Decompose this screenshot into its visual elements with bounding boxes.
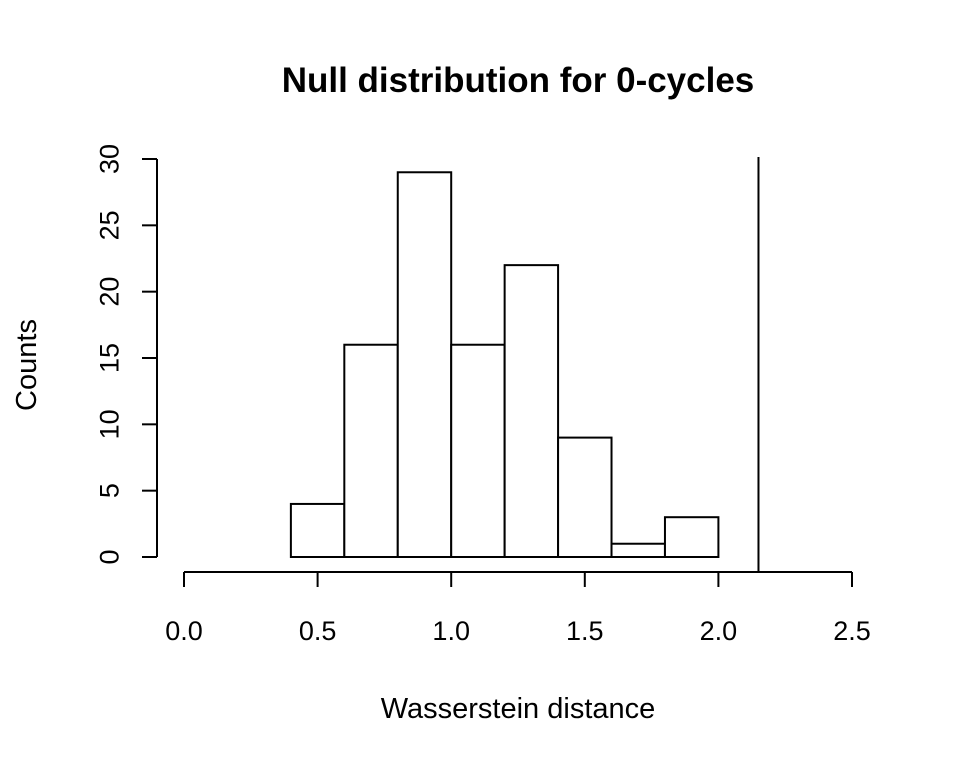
histogram-bar [503,264,560,558]
histogram-bar [343,343,399,558]
y-tick-label: 10 [94,409,124,439]
x-axis: 0.0 0.5 1.0 1.5 2.0 2.5 [165,571,871,646]
histogram-bar [396,171,453,558]
histogram-bar [450,343,506,558]
x-tick-label: 0.0 [165,616,203,646]
y-tick-label: 5 [94,483,124,498]
y-tick-label: 25 [94,210,124,240]
x-tick-label: 0.5 [299,616,337,646]
y-tick-label: 30 [94,144,124,174]
bars-group [289,171,720,559]
x-axis-label: Wasserstein distance [381,693,656,725]
chart-title: Null distribution for 0-cycles [282,61,755,100]
y-axis: 0 5 10 15 20 25 30 [94,144,158,565]
y-axis-label: Counts [11,319,43,411]
y-tick-label: 15 [94,343,124,373]
histogram-bar [663,516,720,559]
y-tick-label: 0 [94,549,124,564]
histogram-bar [610,542,666,559]
x-tick-label: 1.5 [566,616,604,646]
histogram-bar [289,502,346,558]
x-tick-label: 2.5 [833,616,871,646]
y-tick-label: 20 [94,277,124,307]
histogram-bar [557,436,613,559]
x-tick-label: 1.0 [432,616,470,646]
x-tick-label: 2.0 [700,616,738,646]
